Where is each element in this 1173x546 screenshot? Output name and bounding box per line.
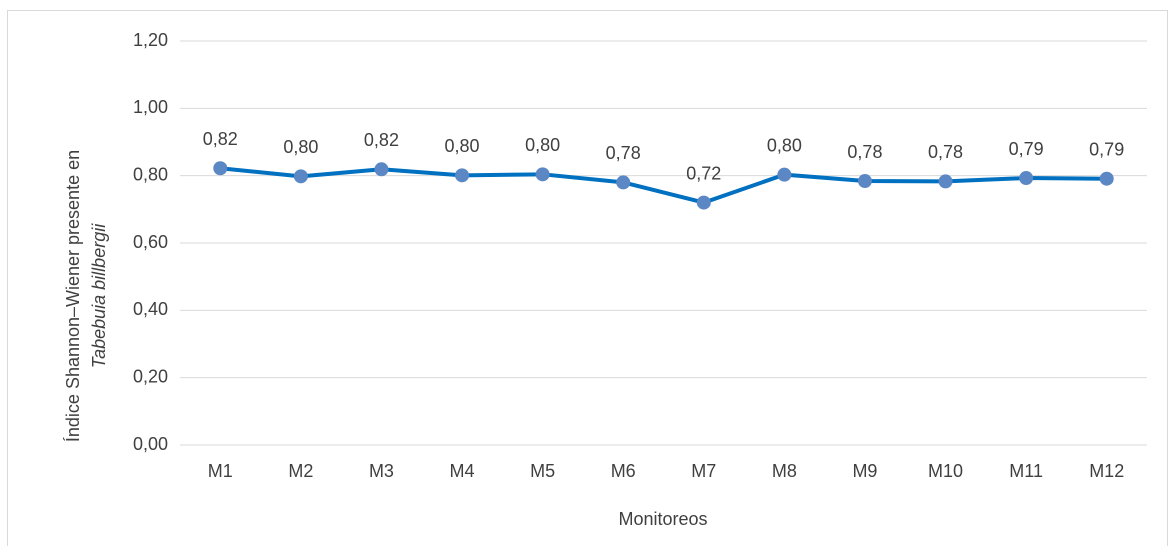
x-tick-label: M1 [208, 461, 233, 481]
data-label: 0,78 [847, 142, 882, 162]
y-axis-label: Índice Shannon–Wiener presente en [63, 150, 83, 442]
x-axis-label: Monitoreos [618, 509, 707, 529]
y-tick-label: 1,20 [133, 30, 168, 50]
data-point [535, 167, 550, 182]
x-tick-label: M5 [530, 461, 555, 481]
data-label: 0,80 [283, 137, 318, 157]
data-label: 0,72 [686, 163, 721, 183]
data-point [374, 162, 389, 177]
data-label: 0,80 [445, 136, 480, 156]
y-tick-label: 0,00 [133, 434, 168, 454]
data-point [455, 168, 470, 183]
x-tick-label: M2 [288, 461, 313, 481]
x-tick-label: M3 [369, 461, 394, 481]
data-point [696, 195, 711, 210]
data-label: 0,80 [767, 135, 802, 155]
x-tick-label: M12 [1089, 461, 1124, 481]
x-tick-label: M4 [450, 461, 475, 481]
x-tick-label: M11 [1009, 461, 1043, 481]
y-tick-label: 0,20 [133, 366, 168, 386]
data-label: 0,80 [525, 135, 560, 155]
series-line [220, 166, 1107, 205]
y-tick-label: 0,40 [133, 299, 168, 319]
data-label: 0,79 [1089, 139, 1124, 159]
chart-border [7, 10, 1168, 546]
x-tick-label: M8 [772, 461, 797, 481]
data-point [777, 167, 792, 182]
data-point [293, 169, 308, 184]
data-point [213, 161, 228, 176]
data-point [616, 175, 631, 190]
x-tick-label: M9 [852, 461, 877, 481]
data-label: 0,79 [1009, 139, 1044, 159]
y-tick-label: 0,80 [133, 164, 168, 184]
data-label: 0,82 [203, 129, 238, 149]
data-point [1099, 171, 1114, 186]
y-tick-label: 1,00 [133, 97, 168, 117]
data-label: 0,78 [606, 143, 641, 163]
data-label: 0,82 [364, 130, 399, 150]
x-tick-label: M10 [928, 461, 963, 481]
data-label: 0,78 [928, 142, 963, 162]
x-tick-label: M6 [611, 461, 636, 481]
data-point [1019, 171, 1034, 186]
x-tick-label: M7 [691, 461, 716, 481]
data-point [938, 174, 953, 189]
data-point [857, 174, 872, 189]
y-axis-label: Tabebuia billbergii [89, 223, 109, 368]
y-tick-label: 0,60 [133, 232, 168, 252]
